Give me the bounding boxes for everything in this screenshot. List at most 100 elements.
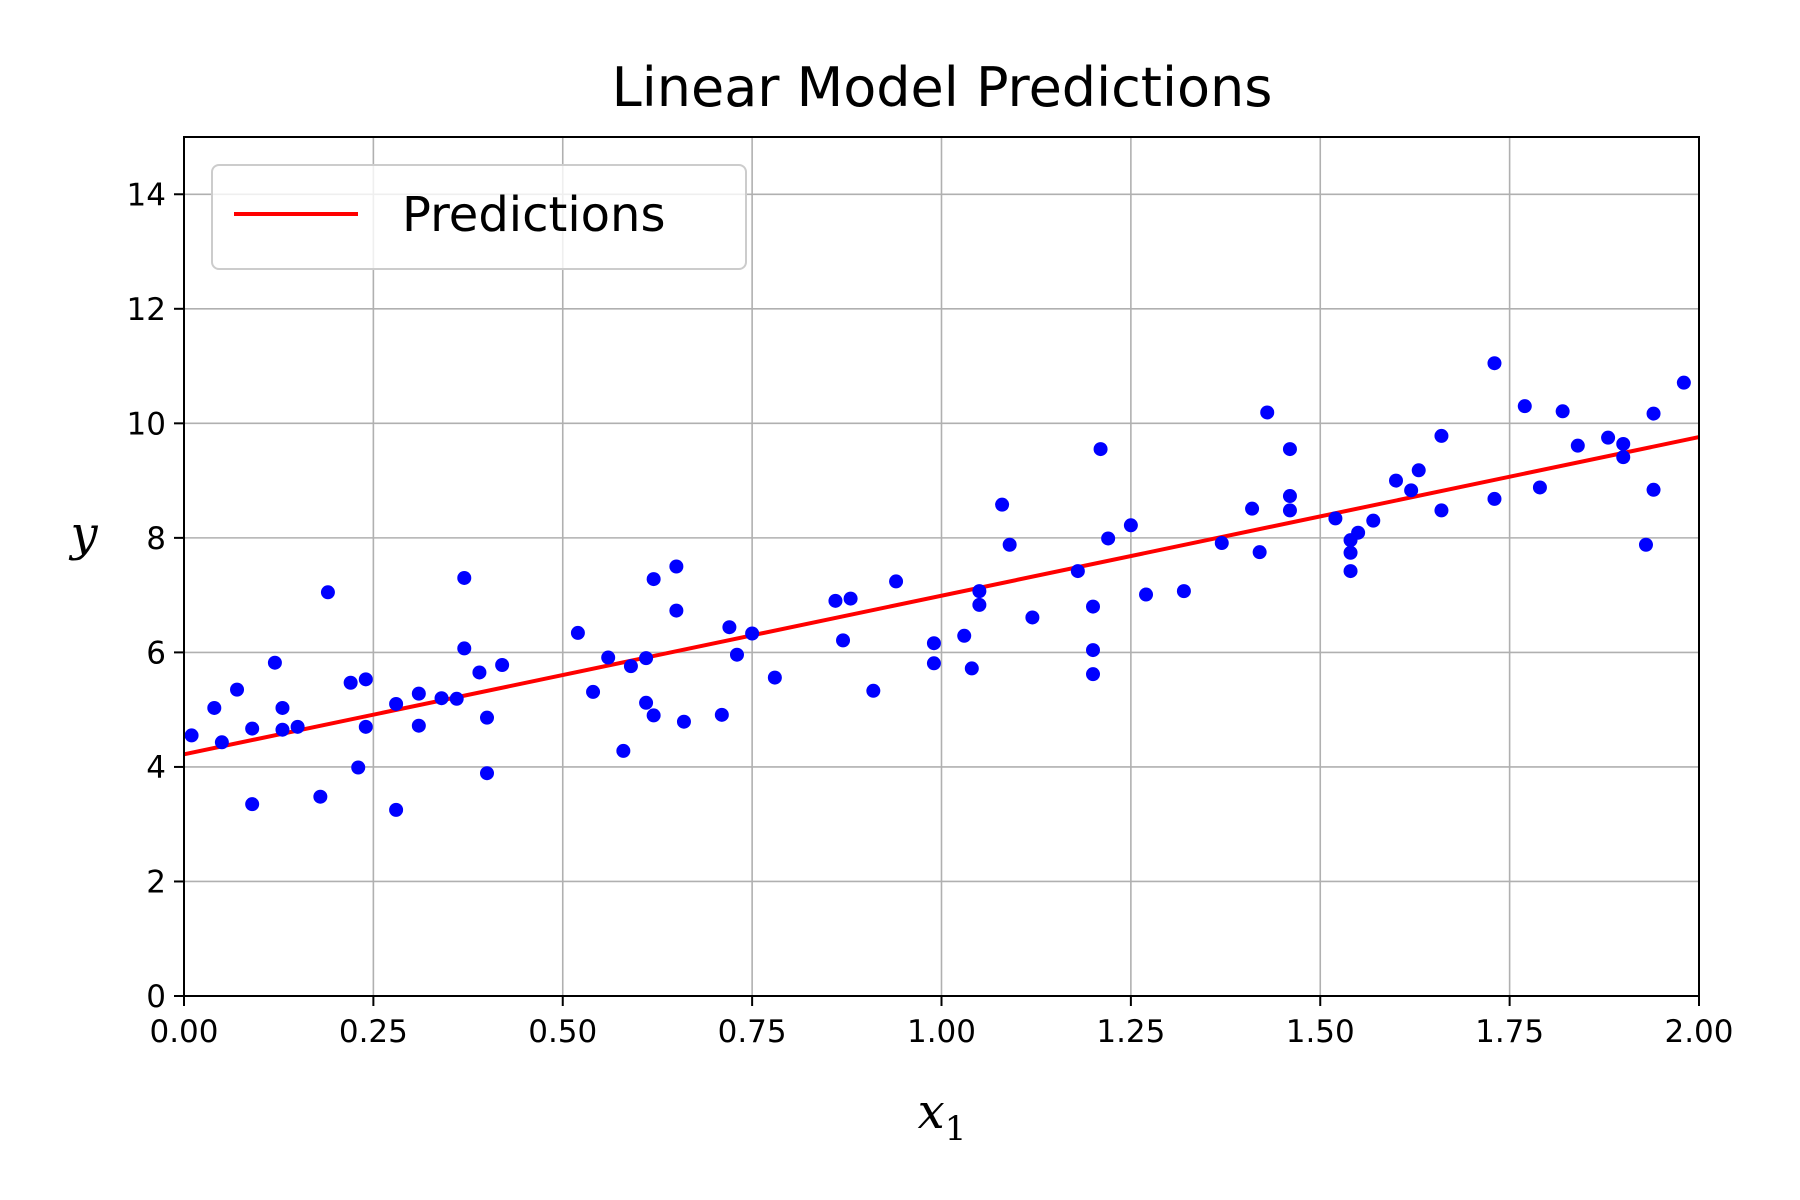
data-point <box>411 718 426 733</box>
data-point <box>214 735 229 750</box>
data-point <box>714 707 729 722</box>
data-point <box>866 683 881 698</box>
data-point <box>972 584 987 599</box>
legend: Predictions <box>211 164 747 270</box>
data-point <box>230 682 245 697</box>
data-point <box>1002 537 1017 552</box>
data-point <box>1086 667 1100 682</box>
data-point <box>828 593 843 608</box>
y-tick-label: 0 <box>146 979 166 1015</box>
data-point <box>1646 482 1661 497</box>
data-point <box>722 620 737 635</box>
data-point <box>358 719 373 734</box>
data-point <box>1101 531 1116 546</box>
data-point <box>389 802 404 817</box>
data-point <box>1487 356 1502 371</box>
data-point <box>843 591 858 606</box>
data-point <box>745 626 760 641</box>
data-point <box>729 647 744 662</box>
data-point <box>676 714 691 729</box>
x-tick-label: 0.25 <box>339 1014 408 1050</box>
data-point <box>623 659 638 674</box>
data-point <box>964 661 979 676</box>
x-tick-label: 0.00 <box>149 1014 218 1050</box>
data-point <box>472 665 487 680</box>
data-point <box>1123 518 1138 533</box>
data-point <box>1282 489 1297 504</box>
data-point <box>972 597 987 612</box>
data-point <box>646 708 661 723</box>
data-point <box>184 728 199 743</box>
data-point <box>313 789 328 804</box>
data-point <box>836 633 851 648</box>
data-point <box>1214 536 1229 551</box>
x-axis-ticks: 0.00 0.25 0.50 0.75 1.00 1.25 1.50 1.75 2.00 <box>149 996 1734 1050</box>
data-point <box>669 559 684 574</box>
data-point <box>275 700 290 715</box>
x-tick-label: 1.25 <box>1096 1014 1165 1050</box>
y-tick-label: 6 <box>146 635 166 671</box>
data-point <box>1252 545 1267 560</box>
y-tick-label: 14 <box>127 177 166 213</box>
data-point <box>389 696 404 711</box>
data-point <box>639 651 654 666</box>
data-point <box>601 650 616 665</box>
data-point <box>245 721 260 736</box>
data-point <box>1025 610 1040 625</box>
y-tick-label: 10 <box>127 406 166 442</box>
data-point <box>1343 545 1358 560</box>
legend-box <box>211 164 747 270</box>
data-point <box>1282 503 1297 518</box>
x-tick-label: 1.75 <box>1475 1014 1544 1050</box>
x-axis-label: x1 <box>918 1084 967 1149</box>
data-point <box>434 691 449 706</box>
data-point <box>1139 587 1154 602</box>
data-point <box>290 719 305 734</box>
data-point <box>926 636 941 651</box>
data-point <box>480 766 494 781</box>
data-point <box>616 743 631 758</box>
data-point <box>495 657 510 672</box>
data-point <box>457 570 472 585</box>
data-point <box>1601 430 1616 445</box>
data-point <box>669 603 684 618</box>
data-point <box>1282 442 1297 457</box>
legend-label-predictions: Predictions <box>402 187 665 243</box>
y-axis-ticks: 0 2 4 6 8 10 12 14 <box>127 177 184 1015</box>
data-point <box>1328 511 1343 526</box>
data-point <box>1070 564 1085 579</box>
y-tick-label: 2 <box>146 864 166 900</box>
data-point <box>1434 428 1449 443</box>
x-tick-label: 1.50 <box>1286 1014 1355 1050</box>
data-point <box>926 656 941 671</box>
data-point <box>1245 501 1260 516</box>
x-tick-label: 2.00 <box>1664 1014 1733 1050</box>
data-point <box>1404 483 1419 498</box>
data-point <box>351 760 366 775</box>
data-point <box>1086 643 1100 658</box>
data-point <box>1517 399 1532 414</box>
data-point <box>1434 503 1449 518</box>
x-axis-label-main: x <box>918 1084 945 1140</box>
data-point <box>639 695 654 710</box>
data-point <box>995 497 1010 512</box>
data-point <box>1487 491 1502 506</box>
data-point <box>411 686 426 701</box>
data-point <box>767 670 782 685</box>
data-point <box>1676 375 1691 390</box>
data-point <box>1646 406 1661 421</box>
data-point <box>267 655 282 670</box>
data-point <box>1411 463 1426 478</box>
data-point <box>570 625 585 640</box>
data-point <box>1638 537 1653 552</box>
data-point <box>586 684 601 699</box>
data-points <box>184 356 1691 817</box>
data-point <box>320 585 335 600</box>
data-point <box>1616 436 1631 451</box>
data-point <box>646 572 661 587</box>
y-tick-label: 4 <box>146 750 166 786</box>
y-tick-label: 8 <box>146 521 166 557</box>
data-point <box>245 797 260 812</box>
y-tick-label: 12 <box>127 292 166 328</box>
